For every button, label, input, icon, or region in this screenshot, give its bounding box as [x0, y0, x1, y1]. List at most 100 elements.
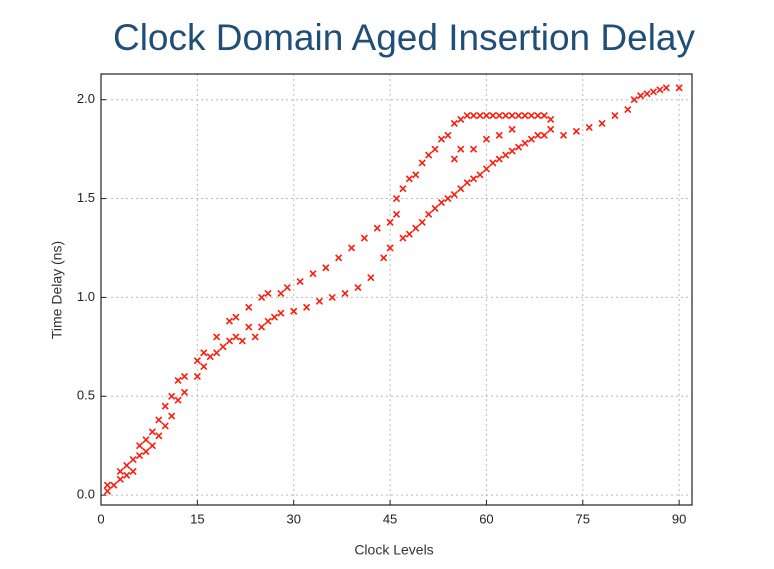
scatter-point	[264, 317, 272, 325]
scatter-point	[514, 111, 523, 120]
scatter-point	[309, 270, 317, 278]
scatter-point	[662, 84, 670, 92]
scatter-point	[418, 218, 426, 226]
scatter-point	[245, 303, 253, 311]
scatter-point	[527, 111, 535, 120]
scatter-point	[110, 481, 118, 489]
scatter-point	[322, 264, 330, 272]
scatter-point	[392, 194, 401, 203]
scatter-point	[534, 131, 542, 139]
scatter-point	[283, 283, 291, 292]
scatter-point	[155, 416, 163, 424]
scatter-point	[168, 412, 176, 420]
scatter-point	[225, 317, 234, 325]
scatter-point	[598, 119, 606, 127]
scatter-point	[489, 159, 497, 167]
scatter-point	[508, 125, 516, 133]
plot-frame	[100, 73, 693, 506]
scatter-point	[508, 147, 516, 155]
scatter-point	[431, 204, 439, 213]
scatter-point	[489, 111, 497, 120]
scatter-point	[425, 151, 433, 159]
scatter-point	[225, 337, 234, 345]
scatter-point	[412, 171, 420, 179]
scatter-point	[521, 139, 529, 147]
scatter-point	[142, 448, 150, 456]
scatter-point	[399, 234, 407, 242]
scatter-point	[245, 323, 253, 331]
scatter-point	[457, 185, 465, 193]
scatter-point	[521, 111, 529, 120]
scatter-point	[637, 92, 645, 100]
chart-title: Clock Domain Aged Insertion Delay	[113, 17, 696, 58]
x-tick-label: 75	[576, 511, 590, 526]
scatter-point	[450, 119, 458, 127]
y-axis-label: Time Delay (ns)	[49, 241, 65, 339]
scatter-point	[463, 111, 471, 120]
scatter-point	[277, 289, 285, 298]
scatter-point	[142, 436, 150, 444]
scatter-point	[450, 155, 458, 163]
scatter-point	[251, 333, 259, 341]
x-tick-label: 0	[97, 511, 104, 526]
scatter-point	[328, 293, 336, 301]
scatter-point	[540, 111, 548, 120]
scatter-point	[437, 198, 446, 207]
scatter-point	[386, 244, 394, 252]
scatter-point	[341, 289, 349, 298]
scatter-point	[206, 353, 214, 361]
scatter-point	[457, 145, 465, 153]
scatter-point	[412, 224, 420, 232]
scatter-point	[656, 86, 664, 94]
scatter-point	[450, 191, 458, 199]
y-tick-label: 2.0	[77, 91, 95, 106]
scatter-point	[457, 115, 465, 124]
scatter-point	[470, 145, 478, 153]
scatter-point	[444, 131, 452, 139]
scatter-point	[161, 402, 169, 410]
scatter-point	[495, 155, 503, 163]
y-tick-label: 1.0	[77, 289, 95, 304]
scatter-point	[264, 289, 272, 298]
scatter-point	[367, 274, 375, 282]
scatter-point	[431, 145, 439, 153]
scatter-point	[174, 376, 182, 385]
scatter-point	[116, 467, 124, 475]
scatter-point	[148, 442, 156, 450]
scatter-point	[527, 135, 535, 143]
scatter-point	[290, 307, 298, 315]
scatter-point	[534, 111, 542, 120]
x-tick-label: 45	[383, 511, 397, 526]
scatter-point	[502, 151, 510, 159]
scatter-point	[270, 313, 279, 321]
scatter-point	[180, 388, 189, 396]
scatter-point	[315, 297, 323, 305]
x-tick-label: 90	[672, 511, 686, 526]
scatter-point	[624, 106, 632, 114]
scatter-point	[213, 349, 221, 357]
scatter-point	[219, 343, 227, 351]
scatter-point	[168, 392, 176, 400]
scatter-point	[611, 111, 619, 120]
scatter-point	[135, 452, 144, 460]
scatter-point	[470, 111, 478, 120]
scatter-point	[463, 179, 471, 187]
scatter-point	[572, 127, 580, 135]
scatter-point	[232, 313, 240, 321]
scatter-point	[193, 372, 201, 381]
scatter-point	[116, 475, 124, 483]
scatter-point	[508, 111, 516, 120]
scatter-point	[495, 131, 503, 139]
y-tick-label: 0.5	[77, 388, 95, 403]
scatter-point	[444, 194, 452, 203]
scatter-point	[161, 422, 169, 430]
scatter-point	[643, 90, 651, 98]
scatter-point	[482, 111, 491, 120]
scatter-point	[675, 84, 683, 92]
scatter-point	[547, 125, 555, 133]
scatter-point	[200, 363, 208, 371]
scatter-point	[200, 349, 208, 357]
scatter-point	[135, 442, 144, 450]
scatter-point	[193, 357, 201, 365]
